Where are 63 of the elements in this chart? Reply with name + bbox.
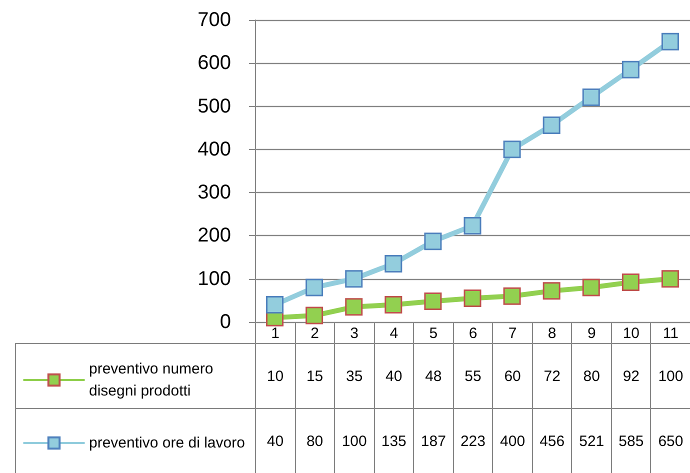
x-tick-label: 11 (650, 322, 690, 344)
point (424, 232, 442, 250)
legend-label: preventivo ore di lavoro (89, 434, 245, 452)
x-tick-label: 4 (374, 322, 414, 344)
data-label: 72 (532, 343, 572, 409)
data-label: 650 (650, 408, 690, 473)
point (622, 60, 640, 78)
x-tick-label: 3 (334, 322, 375, 344)
y-tick-label: 0 (220, 311, 231, 333)
point (503, 287, 521, 305)
point (622, 274, 640, 292)
data-label: 40 (374, 343, 414, 409)
data-label: 15 (294, 343, 336, 409)
y-tick-label: 700 (198, 9, 231, 31)
data-label: 135 (374, 408, 414, 473)
point (661, 32, 679, 50)
data-label: 223 (452, 408, 494, 473)
data-label: 48 (413, 343, 454, 409)
point (424, 292, 442, 310)
y-tick-label: 200 (198, 224, 231, 247)
point (306, 306, 324, 324)
point (384, 255, 402, 273)
point (661, 270, 679, 288)
data-label: 585 (610, 408, 652, 473)
data-label: 187 (413, 408, 454, 473)
point (384, 296, 402, 314)
point (542, 282, 560, 300)
y-tick-label: 500 (198, 95, 231, 118)
point (464, 290, 482, 308)
x-tick-label: 6 (452, 322, 494, 344)
x-tick-label: 9 (571, 322, 612, 344)
point (345, 270, 363, 288)
data-label: 55 (452, 343, 494, 409)
x-tick-label: 2 (294, 322, 336, 344)
data-label: 400 (492, 408, 533, 473)
x-tick-label: 8 (532, 322, 572, 344)
data-label: 40 (255, 408, 296, 473)
y-tick-label: 600 (198, 52, 231, 74)
point (503, 140, 521, 158)
point (464, 217, 482, 235)
point (582, 88, 600, 106)
data-label: 60 (492, 343, 533, 409)
point (582, 278, 600, 296)
x-tick-label: 10 (610, 322, 652, 344)
legend-label: preventivo numero disegni prodotti (89, 360, 218, 400)
data-label: 456 (532, 408, 572, 473)
point (542, 116, 560, 134)
y-tick-label: 100 (198, 268, 231, 290)
x-tick-label: 1 (255, 322, 296, 344)
point (266, 296, 284, 314)
point (306, 278, 324, 296)
y-tick-label: 400 (198, 138, 231, 160)
data-label: 100 (334, 408, 375, 473)
data-label: 521 (571, 408, 612, 473)
x-tick-label: 5 (413, 322, 454, 344)
data-label: 100 (650, 343, 690, 409)
y-tick-label: 300 (198, 182, 231, 204)
data-label: 35 (334, 343, 375, 409)
data-label: 92 (610, 343, 652, 409)
data-label: 80 (571, 343, 612, 409)
data-label: 80 (294, 408, 336, 473)
x-tick-label: 7 (492, 322, 533, 344)
point (345, 298, 363, 316)
